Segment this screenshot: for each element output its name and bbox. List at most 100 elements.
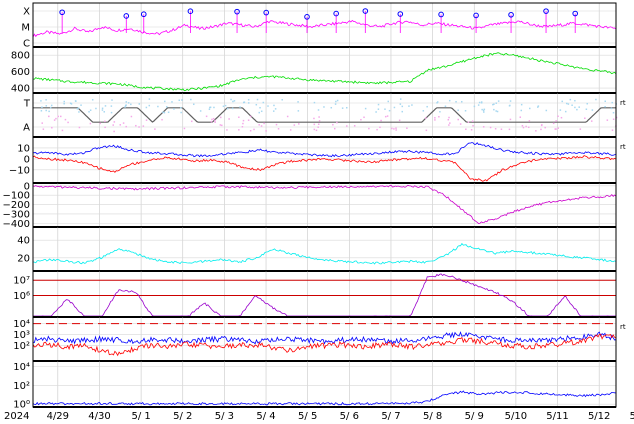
x-year-label: 2024 xyxy=(4,411,29,422)
sector-point xyxy=(95,107,97,110)
sector-point xyxy=(483,108,486,111)
sector-point xyxy=(138,103,141,105)
sector-point xyxy=(178,99,180,102)
sector-point xyxy=(45,99,47,101)
sector-point xyxy=(363,116,365,119)
sector-point xyxy=(297,110,300,112)
sector-point xyxy=(541,124,543,126)
sector-point xyxy=(477,104,480,106)
y-tick-label: 10 xyxy=(17,143,30,154)
sector-point xyxy=(557,115,559,118)
sector-point xyxy=(275,123,278,126)
sector-point xyxy=(55,117,57,120)
sector-point xyxy=(199,110,202,112)
sector-point xyxy=(69,102,72,104)
sector-point xyxy=(112,124,114,126)
sector-point xyxy=(448,116,450,119)
sector-point xyxy=(260,125,263,127)
sector-point xyxy=(88,111,90,113)
sector-point xyxy=(180,107,182,109)
sector-point xyxy=(345,106,348,109)
sector-point xyxy=(313,101,316,104)
sector-point xyxy=(259,106,261,109)
flare-marker xyxy=(397,11,404,17)
sector-point xyxy=(127,102,130,104)
sector-point xyxy=(586,102,588,105)
y-tick-label: 10⁷ xyxy=(13,276,30,287)
sector-point xyxy=(465,128,467,131)
sector-point xyxy=(574,99,576,102)
sector-point xyxy=(211,118,213,121)
sector-point xyxy=(49,106,52,109)
sector-point xyxy=(611,101,613,104)
sector-point xyxy=(193,103,195,106)
sector-point xyxy=(492,103,494,106)
sector-point xyxy=(459,123,462,125)
sector-point xyxy=(77,107,80,109)
sector-point xyxy=(395,129,397,131)
sector-point xyxy=(379,126,381,129)
sector-point xyxy=(239,106,241,108)
sector-point xyxy=(395,127,397,129)
y-tick-label: −10 xyxy=(9,165,30,176)
sector-point xyxy=(148,98,151,100)
sector-point xyxy=(333,127,336,130)
sector-point xyxy=(380,119,382,122)
sector-point xyxy=(297,101,299,103)
sector-point xyxy=(238,129,240,131)
sector-point xyxy=(247,98,250,101)
sector-point xyxy=(360,118,362,121)
series-line xyxy=(32,142,617,158)
y-tick-label: 10² xyxy=(13,341,30,352)
sector-point xyxy=(253,128,255,131)
sector-point xyxy=(113,130,115,133)
flare-marker xyxy=(123,13,130,19)
y-tick-label: 10³ xyxy=(13,330,30,341)
panel-side-label: rt xyxy=(620,323,626,331)
sector-point xyxy=(346,125,348,127)
panel-frame xyxy=(32,226,617,272)
sector-point xyxy=(387,100,389,103)
sector-point xyxy=(561,100,563,103)
sector-point xyxy=(41,122,43,124)
sector-point xyxy=(48,110,50,113)
flare-marker xyxy=(304,14,310,20)
sector-point xyxy=(375,111,377,113)
sector-point xyxy=(481,108,483,111)
panel-frame xyxy=(32,136,617,184)
sector-point xyxy=(544,126,546,129)
sector-point xyxy=(480,102,483,104)
sector-point xyxy=(525,125,527,128)
sector-point xyxy=(76,108,79,110)
y-tick-label: M xyxy=(21,23,30,34)
sector-point xyxy=(51,126,53,129)
sector-point xyxy=(388,109,391,112)
sector-point xyxy=(496,110,499,113)
sector-point xyxy=(232,100,234,103)
sector-point xyxy=(163,111,166,114)
x-date-label: 5/12 xyxy=(588,411,610,422)
series-line xyxy=(32,242,617,265)
sector-point xyxy=(457,118,459,121)
panel-side-label: rt xyxy=(620,143,626,151)
sector-point xyxy=(64,118,67,121)
sector-point xyxy=(263,122,265,125)
sector-point xyxy=(521,124,524,127)
sector-point xyxy=(336,99,339,102)
sector-point xyxy=(448,124,450,126)
x-axis: 2024 4/29 4/30 5/ 1 5/ 2 5/ 3 5/ 4 5/ 5 5/ 6 5/ … xyxy=(4,411,634,422)
x-date-label: 5/10 xyxy=(505,411,527,422)
sector-point xyxy=(122,122,125,124)
series-line xyxy=(32,390,617,406)
sector-point xyxy=(509,118,512,121)
x-date-label: 5/13 xyxy=(630,411,634,422)
sector-point xyxy=(406,127,408,129)
sector-point xyxy=(376,128,378,131)
sector-point xyxy=(377,108,380,110)
sector-point xyxy=(104,105,107,107)
flare-marker xyxy=(187,8,194,15)
x-date-label: 5/ 3 xyxy=(215,411,234,422)
panel-dst: 0−100−200−300−400 xyxy=(3,181,617,230)
sector-point xyxy=(335,100,337,103)
sector-point xyxy=(249,115,252,118)
